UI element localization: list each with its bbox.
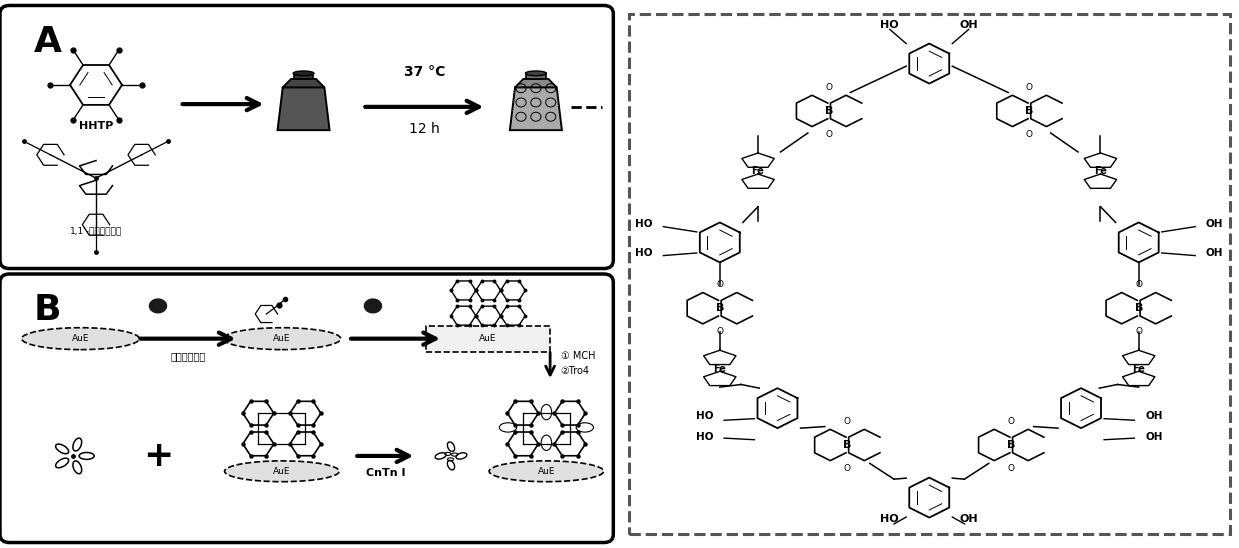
Text: HO: HO: [696, 410, 714, 421]
Text: O: O: [825, 83, 833, 92]
Text: B: B: [35, 293, 62, 327]
Text: HO: HO: [636, 248, 653, 258]
Text: B: B: [1135, 303, 1142, 313]
Text: A: A: [35, 25, 62, 59]
Text: HO: HO: [881, 515, 900, 524]
Text: AuE: AuE: [273, 334, 291, 343]
Text: O: O: [1135, 327, 1142, 336]
Text: HO: HO: [696, 432, 714, 442]
Text: HHTP: HHTP: [79, 121, 113, 131]
Text: O: O: [716, 327, 724, 336]
Polygon shape: [515, 79, 556, 87]
Text: 37 °C: 37 °C: [404, 65, 445, 78]
Ellipse shape: [489, 461, 603, 482]
Text: O: O: [1135, 280, 1142, 289]
Text: O: O: [825, 130, 833, 139]
Text: AuE: AuE: [72, 334, 89, 343]
Polygon shape: [282, 79, 325, 87]
Text: ②Tro4: ②Tro4: [560, 366, 590, 376]
Ellipse shape: [224, 461, 339, 482]
Text: O: O: [844, 464, 851, 473]
Ellipse shape: [223, 328, 341, 350]
Text: B: B: [825, 106, 834, 116]
Text: 12 h: 12 h: [409, 122, 440, 135]
FancyBboxPatch shape: [0, 274, 613, 543]
FancyBboxPatch shape: [0, 5, 613, 269]
Polygon shape: [510, 87, 563, 130]
Text: Fe: Fe: [752, 167, 764, 176]
Polygon shape: [150, 299, 166, 313]
Text: OH: OH: [1206, 248, 1223, 258]
Text: Fe: Fe: [1132, 364, 1145, 374]
Text: AuE: AuE: [538, 467, 555, 476]
FancyBboxPatch shape: [628, 14, 1230, 534]
Text: HO: HO: [636, 219, 653, 229]
Text: B: B: [843, 440, 851, 450]
Text: O: O: [1026, 83, 1033, 92]
Ellipse shape: [294, 71, 313, 76]
Text: +: +: [142, 439, 173, 473]
Text: Fe: Fe: [714, 364, 726, 374]
Text: OH: OH: [1145, 410, 1162, 421]
Text: O: O: [844, 417, 851, 426]
Text: O: O: [716, 280, 724, 289]
Bar: [527, 73, 545, 79]
Bar: [294, 73, 313, 79]
Text: 1,1'-二硼酸二茂铁: 1,1'-二硼酸二茂铁: [69, 226, 123, 235]
Text: AuE: AuE: [273, 467, 291, 476]
Ellipse shape: [525, 71, 546, 76]
Text: O: O: [1007, 464, 1015, 473]
Text: 对硫基苯硒酸: 对硫基苯硒酸: [170, 351, 206, 361]
Text: HO: HO: [881, 20, 900, 30]
Polygon shape: [364, 299, 382, 313]
FancyBboxPatch shape: [426, 326, 550, 352]
Text: B: B: [1025, 106, 1033, 116]
Text: O: O: [1026, 130, 1033, 139]
Text: B: B: [1007, 440, 1016, 450]
Text: O: O: [1007, 417, 1015, 426]
Text: OH: OH: [1206, 219, 1223, 229]
Text: Fe: Fe: [1094, 167, 1106, 176]
Text: OH: OH: [959, 20, 978, 30]
Text: B: B: [716, 303, 724, 313]
Text: ① MCH: ① MCH: [560, 351, 595, 361]
Text: CnTn I: CnTn I: [366, 467, 405, 478]
Polygon shape: [278, 87, 330, 130]
Text: OH: OH: [1145, 432, 1162, 442]
Ellipse shape: [22, 328, 139, 350]
Text: AuE: AuE: [479, 334, 497, 343]
Text: OH: OH: [959, 515, 978, 524]
